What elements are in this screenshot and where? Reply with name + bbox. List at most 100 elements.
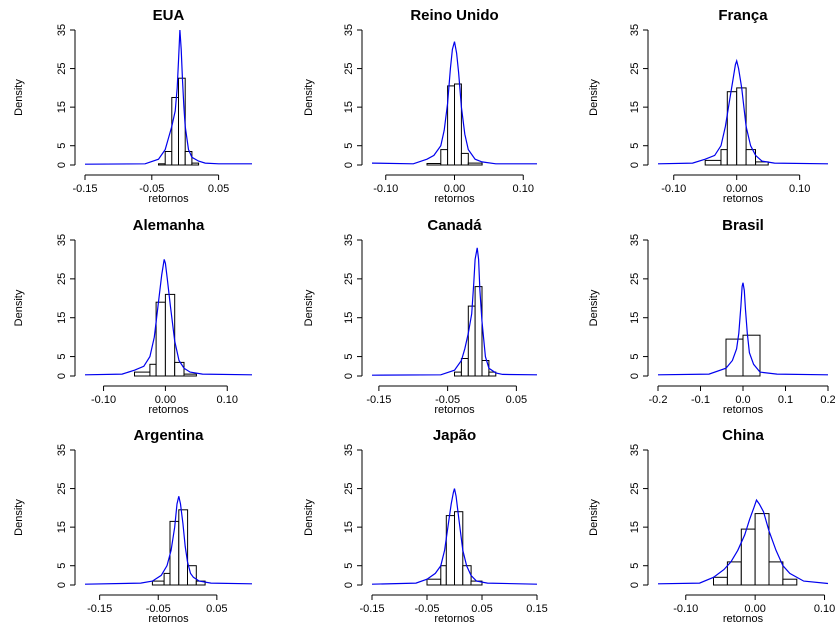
y-tick-label: 25 [629, 482, 641, 494]
x-tick-label: -0.05 [414, 603, 439, 615]
histogram-bar [454, 83, 462, 166]
y-tick-label: 25 [343, 273, 355, 285]
histogram-bar [460, 152, 469, 166]
histogram-bar [183, 373, 197, 377]
x-tick-label: 0.05 [506, 394, 527, 406]
density-curve [657, 282, 829, 376]
x-axis-label: retornos [723, 193, 764, 205]
panel-title: EUA [153, 7, 185, 24]
x-axis-label: retornos [148, 404, 189, 416]
panel-8: Japão -0.15 -0.05 0.05 0.15 retornos 0 5 15 25 35 D… [303, 427, 548, 625]
y-tick-label: 15 [56, 101, 68, 113]
y-tick-label: 0 [343, 162, 355, 168]
y-tick-label: 35 [629, 234, 641, 246]
x-axis-label: retornos [723, 404, 764, 416]
histogram-bar [440, 149, 449, 166]
x-tick-label: -0.1 [691, 394, 710, 406]
panel-title: Alemanha [133, 217, 205, 234]
histogram-bar [178, 77, 186, 166]
histogram-bar [134, 371, 151, 377]
histogram-bar [178, 509, 189, 586]
y-tick-label: 25 [56, 273, 68, 285]
y-tick-label: 5 [629, 143, 641, 149]
density-curve [657, 58, 829, 165]
density-curve [371, 247, 538, 376]
y-tick-label: 15 [629, 101, 641, 113]
x-tick-label: 0.0 [735, 394, 750, 406]
x-tick-label: 0.00 [726, 183, 747, 195]
y-tick-label: 0 [629, 582, 641, 588]
x-tick-label: 0.1 [778, 394, 793, 406]
histogram-bar [488, 371, 497, 377]
histogram-bar [149, 363, 157, 377]
panel-7: Argentina -0.15 -0.05 0.05 retornos 0 5 15 25 35 D… [13, 427, 253, 625]
histogram-bar [174, 361, 185, 377]
histogram-bar [191, 162, 200, 166]
x-tick-label: 0.15 [526, 603, 547, 615]
x-tick-label: -0.15 [366, 394, 391, 406]
panel-2: Reino Unido -0.10 0.00 0.10 retornos 0 5 15 25 35… [303, 7, 537, 205]
histogram-bar [454, 371, 462, 377]
y-tick-label: 0 [56, 373, 68, 379]
y-tick-label: 25 [343, 482, 355, 494]
x-tick-label: 0.05 [208, 183, 229, 195]
x-tick-label: -0.10 [661, 183, 686, 195]
y-axis-label: Density [588, 79, 600, 116]
y-tick-label: 25 [629, 62, 641, 74]
panel-title: Argentina [133, 427, 204, 444]
histogram-bar [158, 163, 166, 166]
x-tick-label: 0.00 [744, 603, 765, 615]
y-tick-label: 15 [629, 521, 641, 533]
histogram-bar [462, 565, 472, 586]
y-axis-label: Density [13, 289, 25, 326]
y-tick-label: 0 [343, 582, 355, 588]
x-axis-label: retornos [723, 613, 764, 625]
x-tick-label: -0.05 [146, 603, 171, 615]
x-axis-label: retornos [434, 193, 475, 205]
panel-title: Brasil [722, 217, 764, 234]
density-curve [371, 488, 538, 585]
x-tick-label: 0.00 [155, 394, 176, 406]
x-tick-label: -0.10 [91, 394, 116, 406]
x-tick-label: -0.2 [649, 394, 668, 406]
histogram-bar [720, 149, 728, 166]
panel-1: EUA -0.15 -0.05 0.05 retornos 0 5 15 25 35 Density [13, 7, 252, 205]
panel-3: França -0.10 0.00 0.10 retornos 0 5 15 25 35 Densi… [588, 7, 829, 205]
x-tick-label: -0.05 [435, 394, 460, 406]
histogram-bar [184, 151, 193, 166]
y-axis-label: Density [13, 79, 25, 116]
histogram-bar [742, 334, 761, 377]
panel-title: França [718, 7, 768, 24]
histogram-bar [426, 163, 442, 166]
y-tick-label: 0 [343, 373, 355, 379]
y-tick-label: 0 [56, 162, 68, 168]
y-tick-label: 15 [56, 521, 68, 533]
histogram-bar [467, 162, 483, 166]
y-tick-label: 15 [343, 101, 355, 113]
histogram-bar [768, 561, 784, 586]
x-tick-label: -0.15 [87, 603, 112, 615]
y-tick-label: 25 [56, 62, 68, 74]
x-tick-label: 0.2 [820, 394, 835, 406]
histogram-bar [726, 561, 742, 586]
y-tick-label: 0 [629, 373, 641, 379]
x-tick-label: -0.10 [373, 183, 398, 195]
y-axis-label: Density [588, 499, 600, 536]
y-tick-label: 5 [56, 563, 68, 569]
density-curve [84, 259, 253, 376]
y-tick-label: 35 [343, 234, 355, 246]
panel-9: China -0.10 0.00 0.10 retornos 0 5 15 25 35 Densit… [588, 427, 835, 625]
y-axis-label: Density [303, 79, 315, 116]
y-tick-label: 35 [56, 444, 68, 456]
y-tick-label: 15 [343, 312, 355, 324]
y-tick-label: 25 [56, 482, 68, 494]
histogram-bar [736, 87, 747, 166]
histogram-bar [440, 565, 447, 586]
x-tick-label: 0.05 [206, 603, 227, 615]
x-tick-label: 0.00 [444, 183, 465, 195]
x-tick-label: 0.10 [217, 394, 238, 406]
y-tick-label: 15 [343, 521, 355, 533]
histogram-bar [426, 578, 442, 586]
y-tick-label: 35 [56, 24, 68, 36]
